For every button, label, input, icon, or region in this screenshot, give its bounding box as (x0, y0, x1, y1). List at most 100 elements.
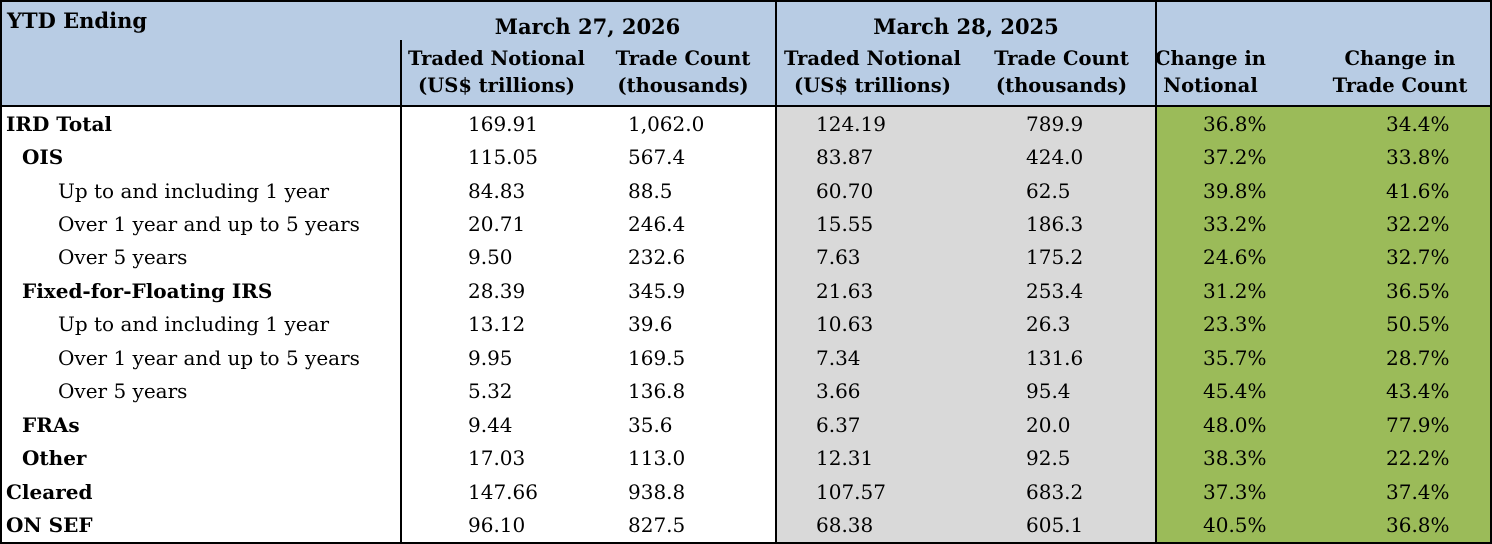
notional-2025-value: 83.87 (775, 140, 968, 174)
change-count-value: 28.7% (1324, 341, 1490, 375)
notional-2026-value: 147.66 (400, 474, 591, 509)
row-label: Over 1 year and up to 5 years (2, 207, 400, 241)
count-2025-value: 253.4 (968, 274, 1155, 308)
count-2025-value: 131.6 (968, 341, 1155, 375)
notional-2025-value: 10.63 (775, 307, 968, 342)
group-header-2026: March 27, 2026 (400, 2, 775, 40)
row-label: FRAs (2, 407, 400, 442)
count-2026-value: 232.6 (591, 240, 775, 275)
col-header-change-count: Change in Trade Count (1324, 40, 1490, 107)
count-2026-value: 567.4 (591, 140, 775, 174)
notional-2025-value: 60.70 (775, 173, 968, 208)
notional-2026-value: 9.44 (400, 407, 591, 442)
row-label: Up to and including 1 year (2, 173, 400, 208)
change-count-value: 36.8% (1324, 508, 1490, 542)
count-2025-value: 92.5 (968, 441, 1155, 475)
notional-2026-value: 84.83 (400, 173, 591, 208)
change-notional-value: 45.4% (1155, 374, 1324, 408)
row-label: Over 5 years (2, 374, 400, 408)
count-2025-value: 683.2 (968, 474, 1155, 509)
col-header-line: (US$ trillions) (794, 73, 951, 97)
change-notional-value: 38.3% (1155, 441, 1324, 475)
change-notional-value: 37.3% (1155, 474, 1324, 509)
change-notional-value: 33.2% (1155, 207, 1324, 241)
count-2026-value: 1,062.0 (591, 107, 775, 141)
col-header-line: Trade Count (615, 46, 751, 70)
notional-2025-value: 3.66 (775, 374, 968, 408)
count-2026-value: 169.5 (591, 341, 775, 375)
col-header-change-notional: Change in Notional (1155, 40, 1324, 107)
count-2025-value: 26.3 (968, 307, 1155, 342)
change-count-value: 77.9% (1324, 407, 1490, 442)
notional-2026-value: 9.95 (400, 341, 591, 375)
col-header-count-2025: Trade Count (thousands) (968, 40, 1155, 107)
notional-2025-value: 124.19 (775, 107, 968, 141)
change-count-value: 33.8% (1324, 140, 1490, 174)
change-count-value: 34.4% (1324, 107, 1490, 141)
count-2025-value: 424.0 (968, 140, 1155, 174)
notional-2026-value: 28.39 (400, 274, 591, 308)
col-header-line: (thousands) (995, 73, 1128, 97)
count-2026-value: 136.8 (591, 374, 775, 408)
col-header-line: Trade Count (1332, 73, 1468, 97)
change-notional-value: 39.8% (1155, 173, 1324, 208)
notional-2026-value: 9.50 (400, 240, 591, 275)
notional-2026-value: 115.05 (400, 140, 591, 174)
change-count-value: 41.6% (1324, 173, 1490, 208)
col-header-count-2026: Trade Count (thousands) (591, 40, 775, 107)
count-2026-value: 113.0 (591, 441, 775, 475)
count-2026-value: 35.6 (591, 407, 775, 442)
change-notional-value: 31.2% (1155, 274, 1324, 308)
row-label: ON SEF (2, 508, 400, 542)
change-notional-value: 35.7% (1155, 341, 1324, 375)
count-2025-value: 789.9 (968, 107, 1155, 141)
change-count-value: 36.5% (1324, 274, 1490, 308)
change-count-value: 32.7% (1324, 240, 1490, 275)
col-header-notional-2025: Traded Notional (US$ trillions) (775, 40, 968, 107)
notional-2026-value: 20.71 (400, 207, 591, 241)
row-label: Up to and including 1 year (2, 307, 400, 342)
count-2026-value: 827.5 (591, 508, 775, 542)
col-header-line: (US$ trillions) (418, 73, 575, 97)
col-header-notional-2026: Traded Notional (US$ trillions) (400, 40, 591, 107)
col-header-line: (thousands) (617, 73, 749, 97)
change-notional-value: 23.3% (1155, 307, 1324, 342)
notional-2026-value: 96.10 (400, 508, 591, 542)
group-header-change (1155, 2, 1490, 40)
change-notional-value: 40.5% (1155, 508, 1324, 542)
change-count-value: 37.4% (1324, 474, 1490, 509)
row-label: Fixed-for-Floating IRS (2, 274, 400, 308)
notional-2025-value: 107.57 (775, 474, 968, 509)
count-2026-value: 88.5 (591, 173, 775, 208)
count-2025-value: 20.0 (968, 407, 1155, 442)
change-count-value: 32.2% (1324, 207, 1490, 241)
change-notional-value: 36.8% (1155, 107, 1324, 141)
row-label: Cleared (2, 474, 400, 509)
col-header-line: Traded Notional (408, 46, 585, 70)
change-notional-value: 24.6% (1155, 240, 1324, 275)
count-2025-value: 62.5 (968, 173, 1155, 208)
count-2025-value: 186.3 (968, 207, 1155, 241)
col-header-line: Notional (1163, 73, 1258, 97)
count-2026-value: 246.4 (591, 207, 775, 241)
row-label: Other (2, 441, 400, 475)
notional-2025-value: 21.63 (775, 274, 968, 308)
count-2026-value: 39.6 (591, 307, 775, 342)
row-label: Over 5 years (2, 240, 400, 275)
row-label: Over 1 year and up to 5 years (2, 341, 400, 375)
count-2025-value: 605.1 (968, 508, 1155, 542)
col-header-line: Trade Count (994, 46, 1129, 70)
change-count-value: 50.5% (1324, 307, 1490, 342)
notional-2026-value: 5.32 (400, 374, 591, 408)
col-header-line: Change in (1344, 46, 1456, 70)
col-header-line: Change in (1155, 46, 1266, 70)
count-2025-value: 175.2 (968, 240, 1155, 275)
notional-2025-value: 6.37 (775, 407, 968, 442)
change-count-value: 43.4% (1324, 374, 1490, 408)
notional-2026-value: 169.91 (400, 107, 591, 141)
notional-2026-value: 17.03 (400, 441, 591, 475)
change-notional-value: 37.2% (1155, 140, 1324, 174)
notional-2025-value: 12.31 (775, 441, 968, 475)
count-2026-value: 938.8 (591, 474, 775, 509)
notional-2026-value: 13.12 (400, 307, 591, 342)
